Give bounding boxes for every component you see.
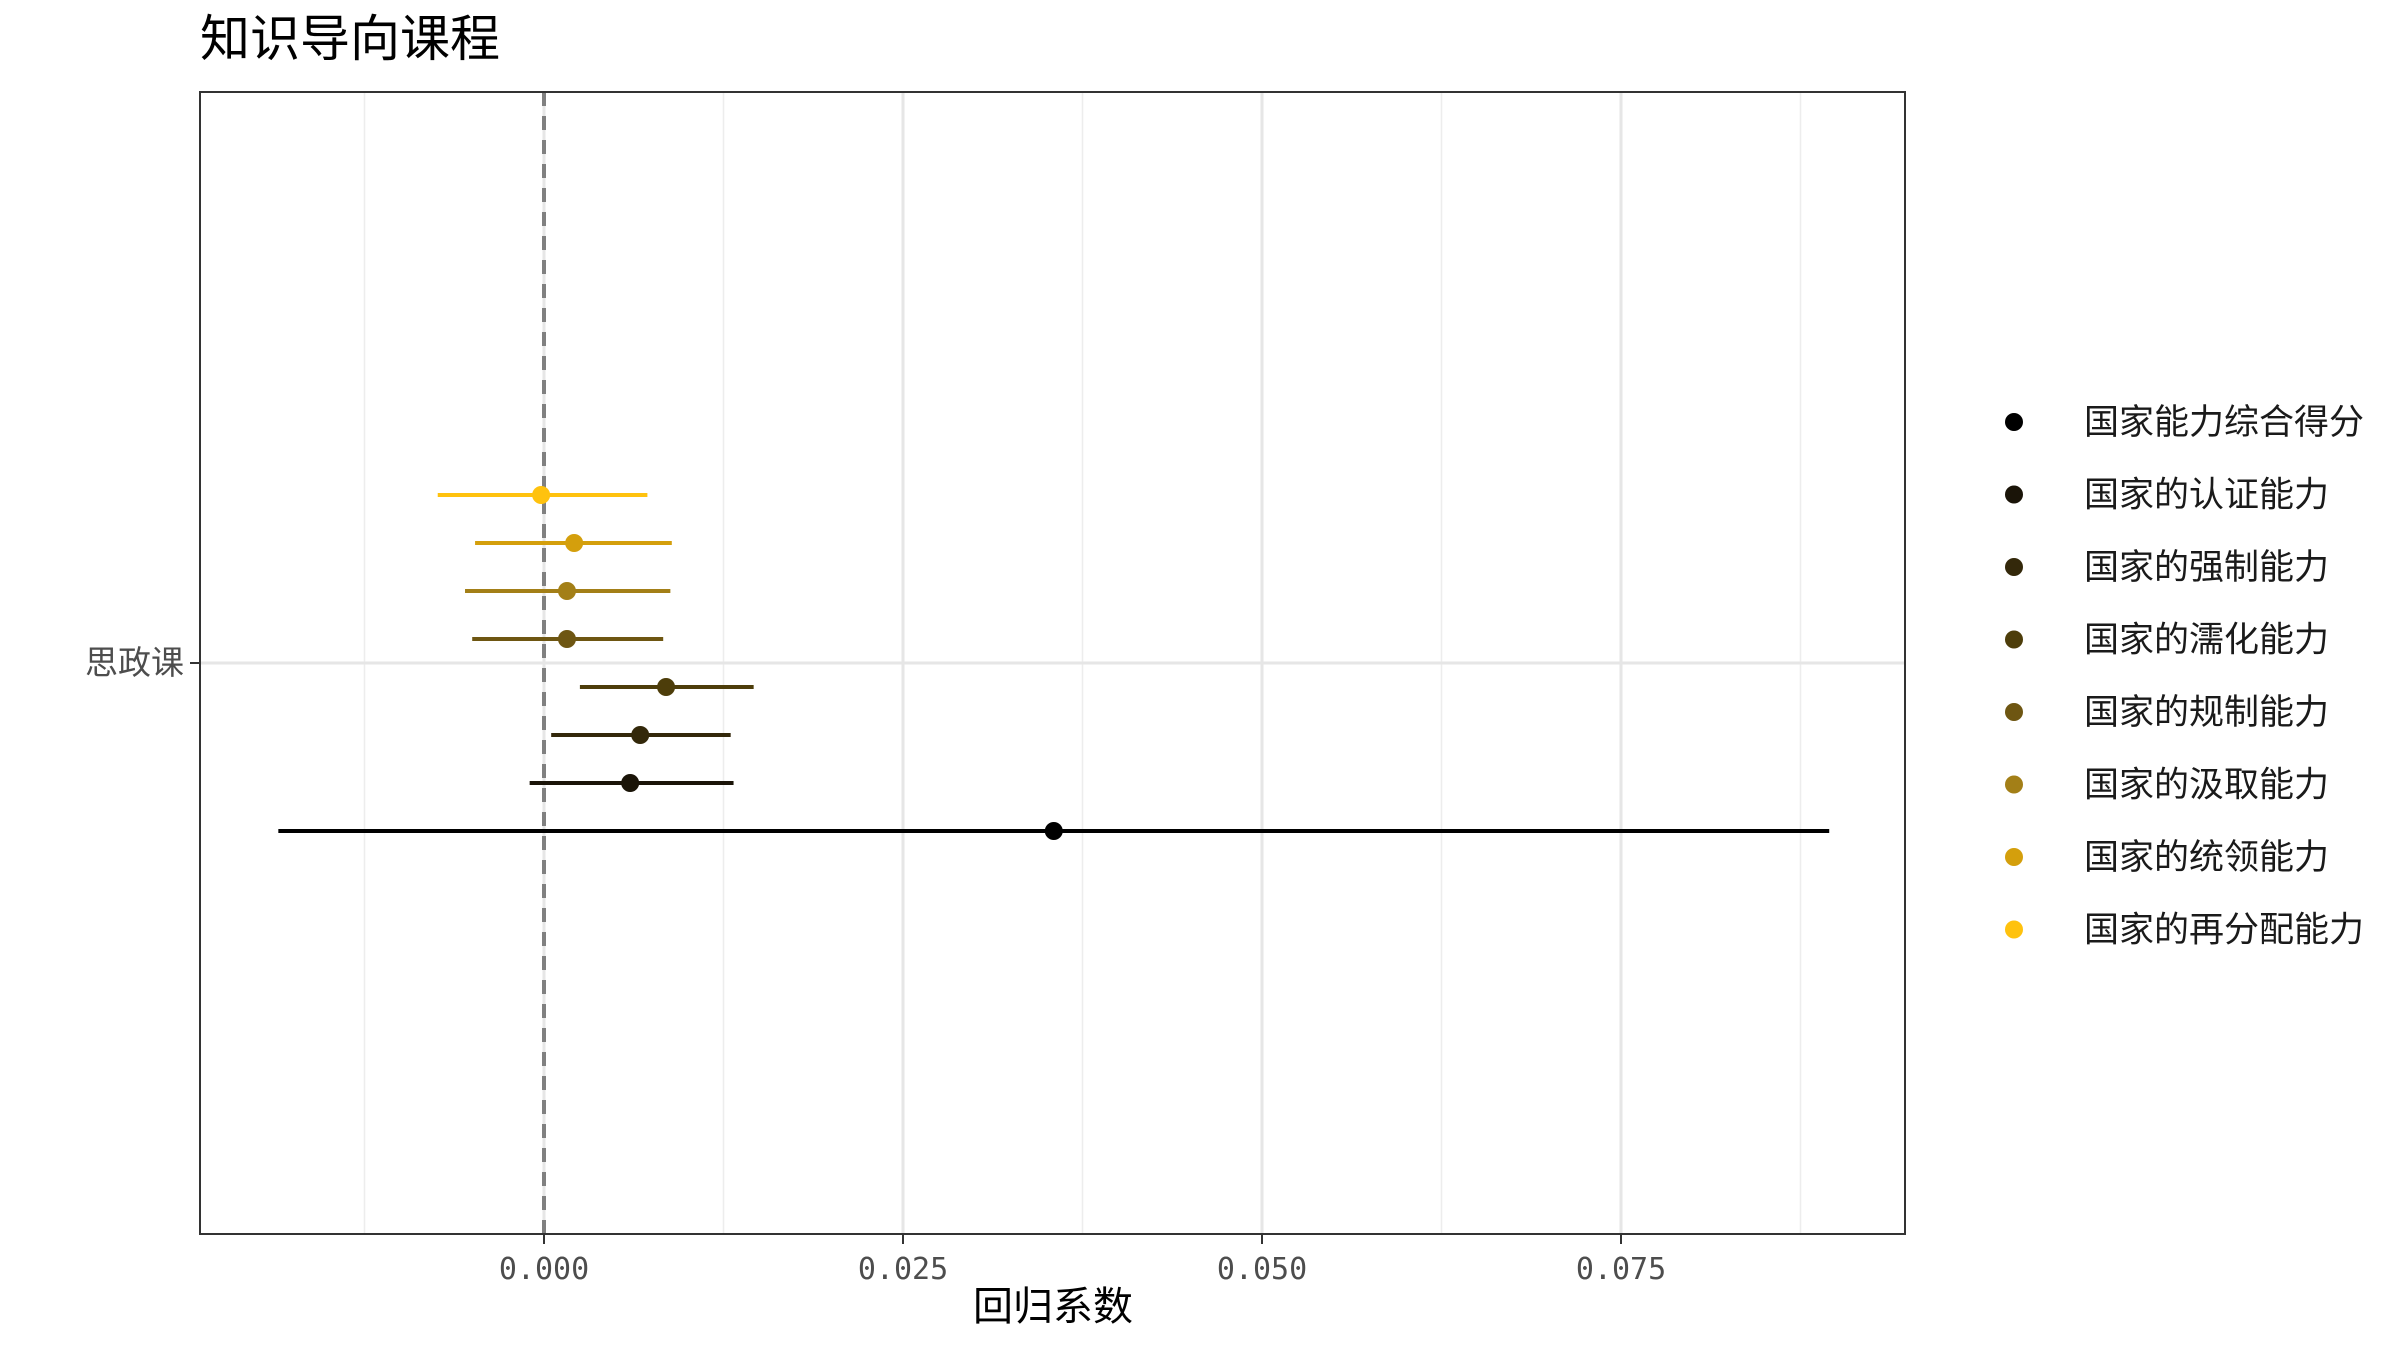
legend-item: 国家的汲取能力	[2005, 766, 2329, 806]
legend-key	[2005, 703, 2023, 721]
legend-label: 国家的认证能力	[2084, 476, 2329, 516]
legend-key	[2005, 920, 2023, 939]
estimate-point	[1044, 822, 1063, 840]
legend-key	[2005, 485, 2023, 504]
legend-label: 国家的统领能力	[2084, 838, 2329, 878]
x-tick-label: 0.000	[499, 1252, 589, 1287]
chart-title: 知识导向课程	[200, 10, 500, 68]
x-axis-title: 回归系数	[973, 1284, 1133, 1330]
x-tick-label: 0.025	[858, 1252, 948, 1287]
legend: 国家能力综合得分国家的认证能力国家的强制能力国家的濡化能力国家的规制能力国家的汲…	[2005, 403, 2364, 951]
x-axis-ticks: 0.000 0.025 0.050 0.075	[499, 1234, 1666, 1287]
legend-label: 国家的汲取能力	[2084, 766, 2329, 806]
legend-key	[2005, 848, 2023, 866]
legend-label: 国家能力综合得分	[2084, 403, 2364, 443]
legend-item: 国家能力综合得分	[2005, 403, 2364, 443]
estimate-point	[621, 774, 640, 792]
y-axis-ticks: 思政课	[85, 643, 200, 682]
x-tick-label: 0.075	[1576, 1252, 1666, 1287]
legend-key	[2005, 775, 2023, 794]
legend-key	[2005, 413, 2023, 431]
y-tick-label: 思政课	[85, 643, 184, 682]
legend-label: 国家的濡化能力	[2084, 621, 2329, 661]
legend-label: 国家的规制能力	[2084, 693, 2329, 733]
estimate-point	[565, 534, 584, 552]
legend-key	[2005, 558, 2023, 576]
grid-layer	[200, 92, 1905, 1234]
estimate-point	[631, 726, 650, 744]
legend-key	[2005, 630, 2023, 649]
marks-layer	[278, 486, 1830, 840]
estimate-point	[557, 630, 576, 648]
x-tick-label: 0.050	[1217, 1252, 1307, 1287]
legend-label: 国家的强制能力	[2084, 548, 2329, 588]
legend-item: 国家的再分配能力	[2005, 911, 2364, 951]
estimate-point	[532, 486, 551, 504]
legend-item: 国家的濡化能力	[2005, 621, 2329, 661]
legend-label: 国家的再分配能力	[2084, 911, 2364, 951]
estimate-point	[657, 678, 676, 696]
legend-item: 国家的认证能力	[2005, 476, 2329, 516]
estimate-point	[557, 582, 576, 600]
legend-item: 国家的规制能力	[2005, 693, 2329, 733]
legend-item: 国家的强制能力	[2005, 548, 2329, 588]
legend-item: 国家的统领能力	[2005, 838, 2329, 878]
